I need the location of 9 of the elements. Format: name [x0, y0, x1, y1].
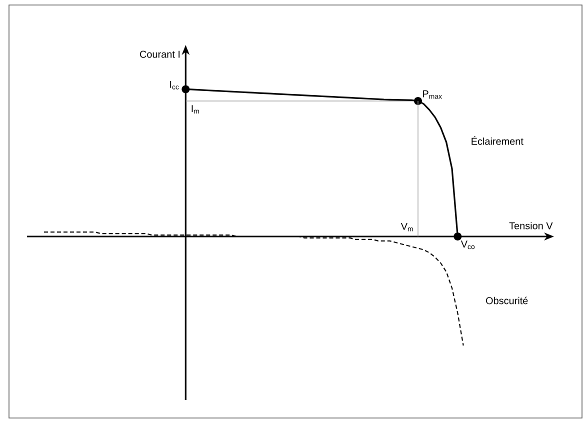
annotation: I$_{cc}$	[170, 80, 179, 90]
annotation: V$_{m}$	[400, 222, 413, 232]
ref-line-label: I$_{m}$	[192, 105, 199, 114]
y-axis-title: Courant I	[140, 50, 180, 58]
annotation: V$_{co}$	[460, 240, 475, 250]
x-axis-title: Tension V	[509, 222, 553, 230]
annotation: P$_{max}$	[423, 90, 442, 99]
text: Obscurité	[486, 296, 528, 304]
text: Éclairement	[472, 136, 524, 145]
